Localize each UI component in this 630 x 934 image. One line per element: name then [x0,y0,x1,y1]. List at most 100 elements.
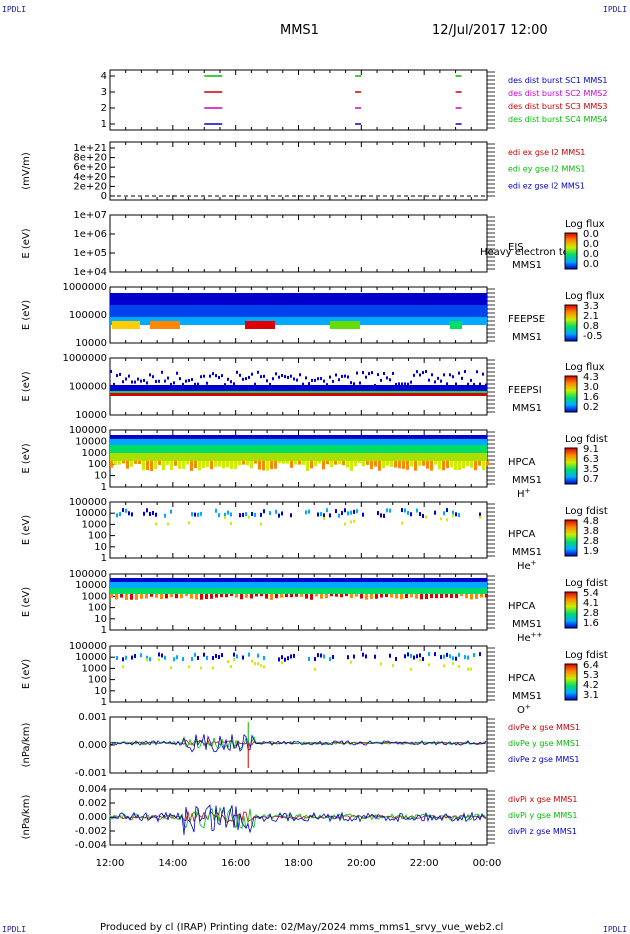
spectrum-column [382,461,385,469]
spectrum-speck [194,382,196,386]
spectrum-speck [455,656,457,661]
y-tick-label: 1 [101,697,107,708]
spectrum-speck [146,381,148,385]
spectrum-column [150,594,153,597]
spectrum-band [110,445,487,453]
spectrum-speck [350,510,352,515]
spectrum-speck [428,652,430,657]
spectrum-band [110,391,487,393]
spectrum-column [334,461,337,465]
spectrum-speck [422,513,424,518]
spectrum-column [142,461,145,471]
spectrum-speck [368,372,370,376]
spectrum-speck [281,661,283,665]
x-tick-label: 22:00 [410,858,439,869]
y-tick-label: 10000 [75,410,107,421]
spectrum-column [322,461,325,470]
spectrum-column [254,461,257,464]
spectrum-speck [134,654,136,659]
spectrum-speck [227,660,229,664]
y-tick-label: 0 [101,191,107,202]
spacecraft-label: MMS1 [512,260,542,271]
series-line [109,734,487,753]
spectrum-column [455,594,458,599]
spectrum-band [110,453,487,461]
spectrum-speck [479,512,481,517]
spectrum-speck [236,654,238,659]
spectrum-column [345,594,348,597]
spectrum-column [410,461,413,467]
watermark-top-right: IPDLI [603,5,627,14]
spectrum-speck [215,508,217,513]
spectrum-speck [284,657,286,662]
spectrum-speck [206,381,208,385]
legend-entry: divPi y gse MMS1 [508,811,577,820]
colorbar [564,232,578,270]
spectrum-column [378,461,381,471]
spectrum-column [355,594,358,597]
spectrum-column [305,594,308,599]
spectrum-column [190,594,193,599]
spectrum-speck [467,655,469,660]
spectrum-speck [236,370,238,374]
spectrum-column [270,461,273,470]
spectrum-speck [221,653,223,658]
spectrum-column [438,461,441,470]
spectrum-speck [458,665,460,669]
panel-divpi: 0.004 0.002 0.000 -0.002 -0.004 (nPa/km) divPi… [21,784,577,851]
spectrum-speck [344,508,346,513]
spectrum-column [386,461,389,466]
spectrum-column [155,594,158,598]
colorbar-tick: 6.4 [583,660,599,671]
y-tick-label: 10000 [75,652,107,663]
spectrum-speck [305,510,307,515]
spectrum-speck [458,371,460,375]
colorbar [564,591,578,629]
spectrum-speck [275,509,277,514]
spectrum-speck [230,522,232,526]
instrument-label: HPCA [508,529,536,540]
spectrum-column [200,594,203,600]
legend-entry: divPe z gse MMS1 [508,755,579,764]
spectrum-speck [125,377,127,381]
spectrum-speck [260,512,262,517]
spectrum-column [160,594,163,599]
series-line [109,804,487,835]
legend-entry: edi ex gse l2 MMS1 [508,148,585,157]
spectrum-speck [452,375,454,379]
species-charge: + [525,703,531,711]
spectrum-speck [449,654,451,659]
spectrum-speck [314,657,316,662]
instrument-label: HPCA [508,457,536,468]
spectrum-speck [110,370,112,374]
spectrum-column [302,461,305,465]
colorbar-tick: 3.1 [583,690,599,701]
spectrum-speck [407,652,409,657]
spacecraft-label: MMS1 [512,403,542,414]
y-tick-label: 10 [94,471,107,482]
spectrum-speck [158,379,160,383]
colorbar-tick: 4.1 [583,598,599,609]
spectrum-speck [440,655,442,660]
spectrum-speck [263,374,265,378]
spectrum-column [218,461,221,467]
spectrum-column [240,594,243,600]
species-label: H+ [517,487,531,500]
spectrum-speck [305,376,307,380]
spectrum-speck [245,512,247,517]
spectrum-column [430,461,433,471]
spectrum-column [466,461,469,467]
spectrum-speck [389,378,391,382]
colorbar-tick: 3.3 [583,301,599,312]
spectrum-speck [290,374,292,378]
footer-text: Produced by cl (IRAP) Printing date: 02/… [100,922,503,933]
header-mission: MMS1 [280,23,319,38]
y-tick-label: 100000 [69,569,107,580]
spectrum-column [166,461,169,465]
spectrum-speck [263,509,265,514]
spectrum-speck [392,371,394,375]
spectrum-speck [449,373,451,377]
spectrum-speck [218,375,220,379]
